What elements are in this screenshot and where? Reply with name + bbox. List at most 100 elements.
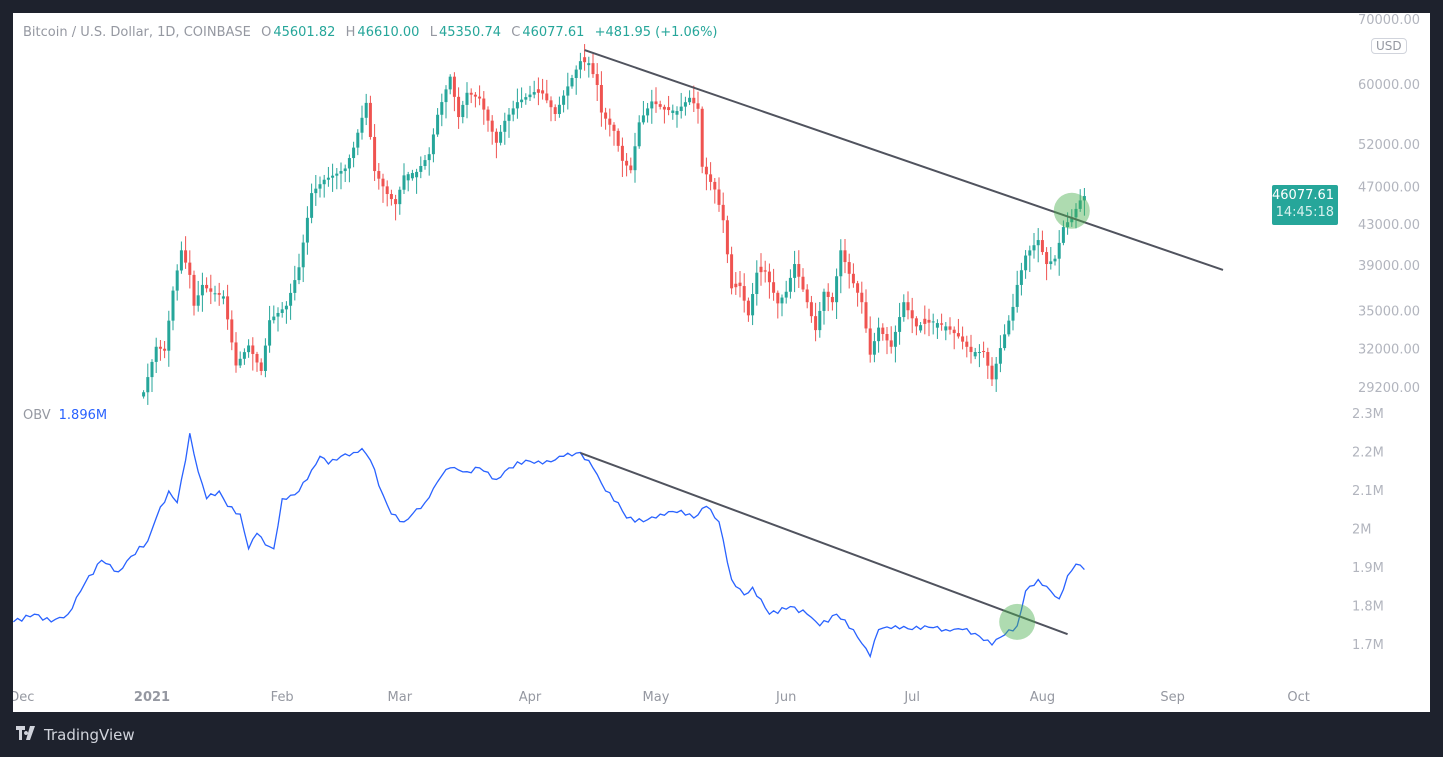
candle-body <box>982 350 986 353</box>
obv-trendline <box>580 451 1068 636</box>
candle-body <box>557 104 561 115</box>
obv-value: 1.896M <box>58 408 108 423</box>
obv-layer <box>13 433 1085 659</box>
candle-body <box>494 131 498 143</box>
candle-body <box>1078 200 1082 209</box>
candle-body <box>473 94 477 97</box>
candle-body <box>545 93 549 101</box>
candle-body <box>818 310 822 331</box>
footer-brand[interactable]: TradingView <box>16 726 135 744</box>
last-price-tag: 46077.61 14:45:18 <box>1272 185 1338 225</box>
candle-body <box>360 117 364 133</box>
candle-body <box>255 353 259 363</box>
candle-body <box>931 321 935 323</box>
candle-body <box>423 160 427 166</box>
candle-body <box>986 352 990 366</box>
candle-body <box>830 296 834 303</box>
candle-body <box>381 178 385 187</box>
candle-body <box>839 250 843 277</box>
price-tick-label: 60000.00 <box>1358 78 1420 93</box>
candle-body <box>679 106 683 112</box>
candle-body <box>205 284 209 289</box>
candle-body <box>620 145 624 161</box>
candle-body <box>268 320 272 346</box>
candle-body <box>851 273 855 284</box>
candle-body <box>1053 258 1057 262</box>
candle-body <box>339 171 343 174</box>
candle-body <box>583 57 587 63</box>
candle-body <box>297 267 301 281</box>
candle-body <box>536 89 540 93</box>
candle-body <box>688 97 692 103</box>
axes: 70000.00 60000.00 52000.00 47000.00 43000.00… <box>13 13 1420 705</box>
candle-body <box>751 294 755 316</box>
time-tick-label: 2021 <box>134 690 170 705</box>
price-trendline <box>584 49 1224 271</box>
candle-body <box>709 174 713 182</box>
candle-body <box>385 186 389 195</box>
obv-legend: OBV 1.896M <box>23 408 107 423</box>
candle-body <box>511 108 515 115</box>
candle-body <box>704 166 708 175</box>
candle-body <box>289 292 293 306</box>
candle-body <box>919 325 923 331</box>
time-tick-label: Aug <box>1030 690 1055 705</box>
candle-body <box>1003 334 1007 349</box>
open-label: O <box>261 25 272 40</box>
obv-line <box>13 433 1085 659</box>
candle-body <box>247 345 251 353</box>
candle-body <box>427 154 431 161</box>
candle-body <box>1036 240 1040 246</box>
time-tick-label: Sep <box>1160 690 1185 705</box>
candle-body <box>461 104 465 118</box>
candle-body <box>772 282 776 293</box>
price-candles <box>142 44 1086 405</box>
candle-body <box>994 363 998 380</box>
candle-body <box>977 352 981 354</box>
candle-body <box>499 131 503 143</box>
candle-body <box>944 326 948 331</box>
candle-body <box>914 318 918 327</box>
candle-body <box>541 90 545 94</box>
candle-body <box>591 63 595 75</box>
candle-body <box>503 120 507 132</box>
price-tick-label: 32000.00 <box>1358 342 1420 357</box>
obv-tick-label: 1.9M <box>1352 561 1384 576</box>
candle-body <box>923 318 927 324</box>
candle-body <box>965 341 969 347</box>
time-tick-label: Jul <box>903 690 920 705</box>
candle-body <box>784 291 788 298</box>
candle-body <box>444 89 448 103</box>
candle-body <box>234 342 238 366</box>
candle-body <box>570 77 574 87</box>
candle-body <box>940 323 944 325</box>
chart-canvas[interactable]: 70000.00 60000.00 52000.00 47000.00 43000.00… <box>13 13 1430 712</box>
candle-body <box>973 352 977 357</box>
candle-body <box>877 327 881 342</box>
candle-body <box>801 276 805 290</box>
candle-body <box>734 283 738 288</box>
candle-body <box>415 171 419 178</box>
candle-body <box>1066 222 1070 228</box>
candle-body <box>935 323 939 328</box>
candle-body <box>314 188 318 194</box>
candle-body <box>448 76 452 90</box>
candle-body <box>667 107 671 111</box>
candle-body <box>251 345 255 354</box>
chart-panel[interactable]: 70000.00 60000.00 52000.00 47000.00 43000.00… <box>13 13 1430 712</box>
obv-tick-label: 2M <box>1352 523 1372 538</box>
candle-body <box>192 274 196 306</box>
close-value: 46077.61 <box>522 25 585 40</box>
candle-body <box>1032 245 1036 251</box>
candle-body <box>158 346 162 349</box>
currency-button[interactable]: USD <box>1371 38 1407 54</box>
candle-body <box>478 96 482 99</box>
candle-body <box>368 102 372 137</box>
candle-body <box>364 102 368 118</box>
candle-body <box>490 120 494 132</box>
candle-body <box>860 292 864 303</box>
candle-body <box>259 362 263 371</box>
candle-body <box>1074 208 1078 218</box>
candle-body <box>457 96 461 118</box>
candle-body <box>746 300 750 316</box>
